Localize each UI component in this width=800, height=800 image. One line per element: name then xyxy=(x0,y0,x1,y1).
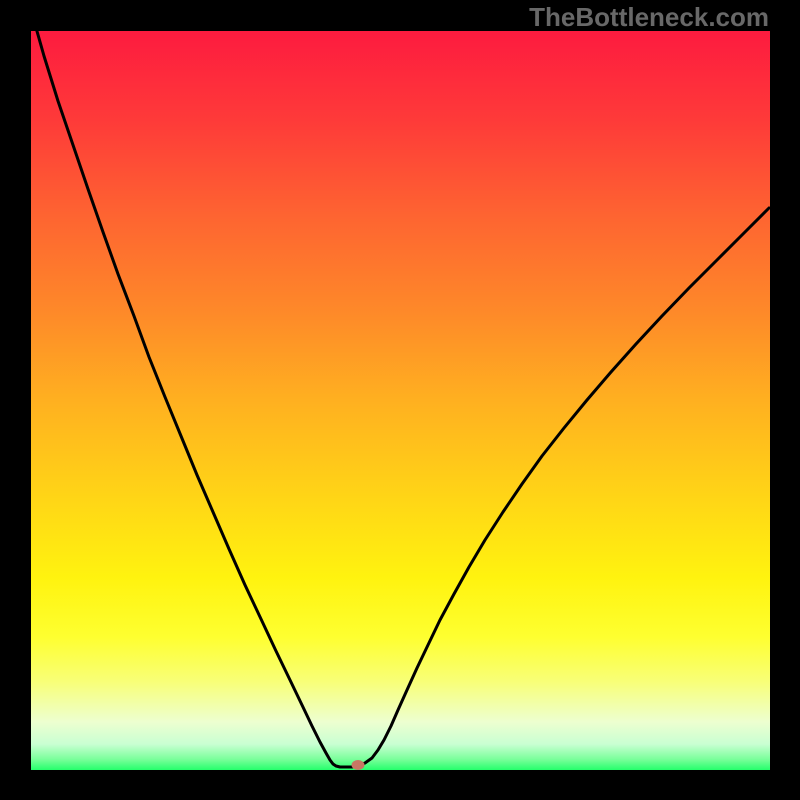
bottleneck-curve xyxy=(0,0,800,800)
chart-container: TheBottleneck.com xyxy=(0,0,800,800)
optimum-marker xyxy=(352,760,365,770)
watermark-text: TheBottleneck.com xyxy=(529,2,769,33)
